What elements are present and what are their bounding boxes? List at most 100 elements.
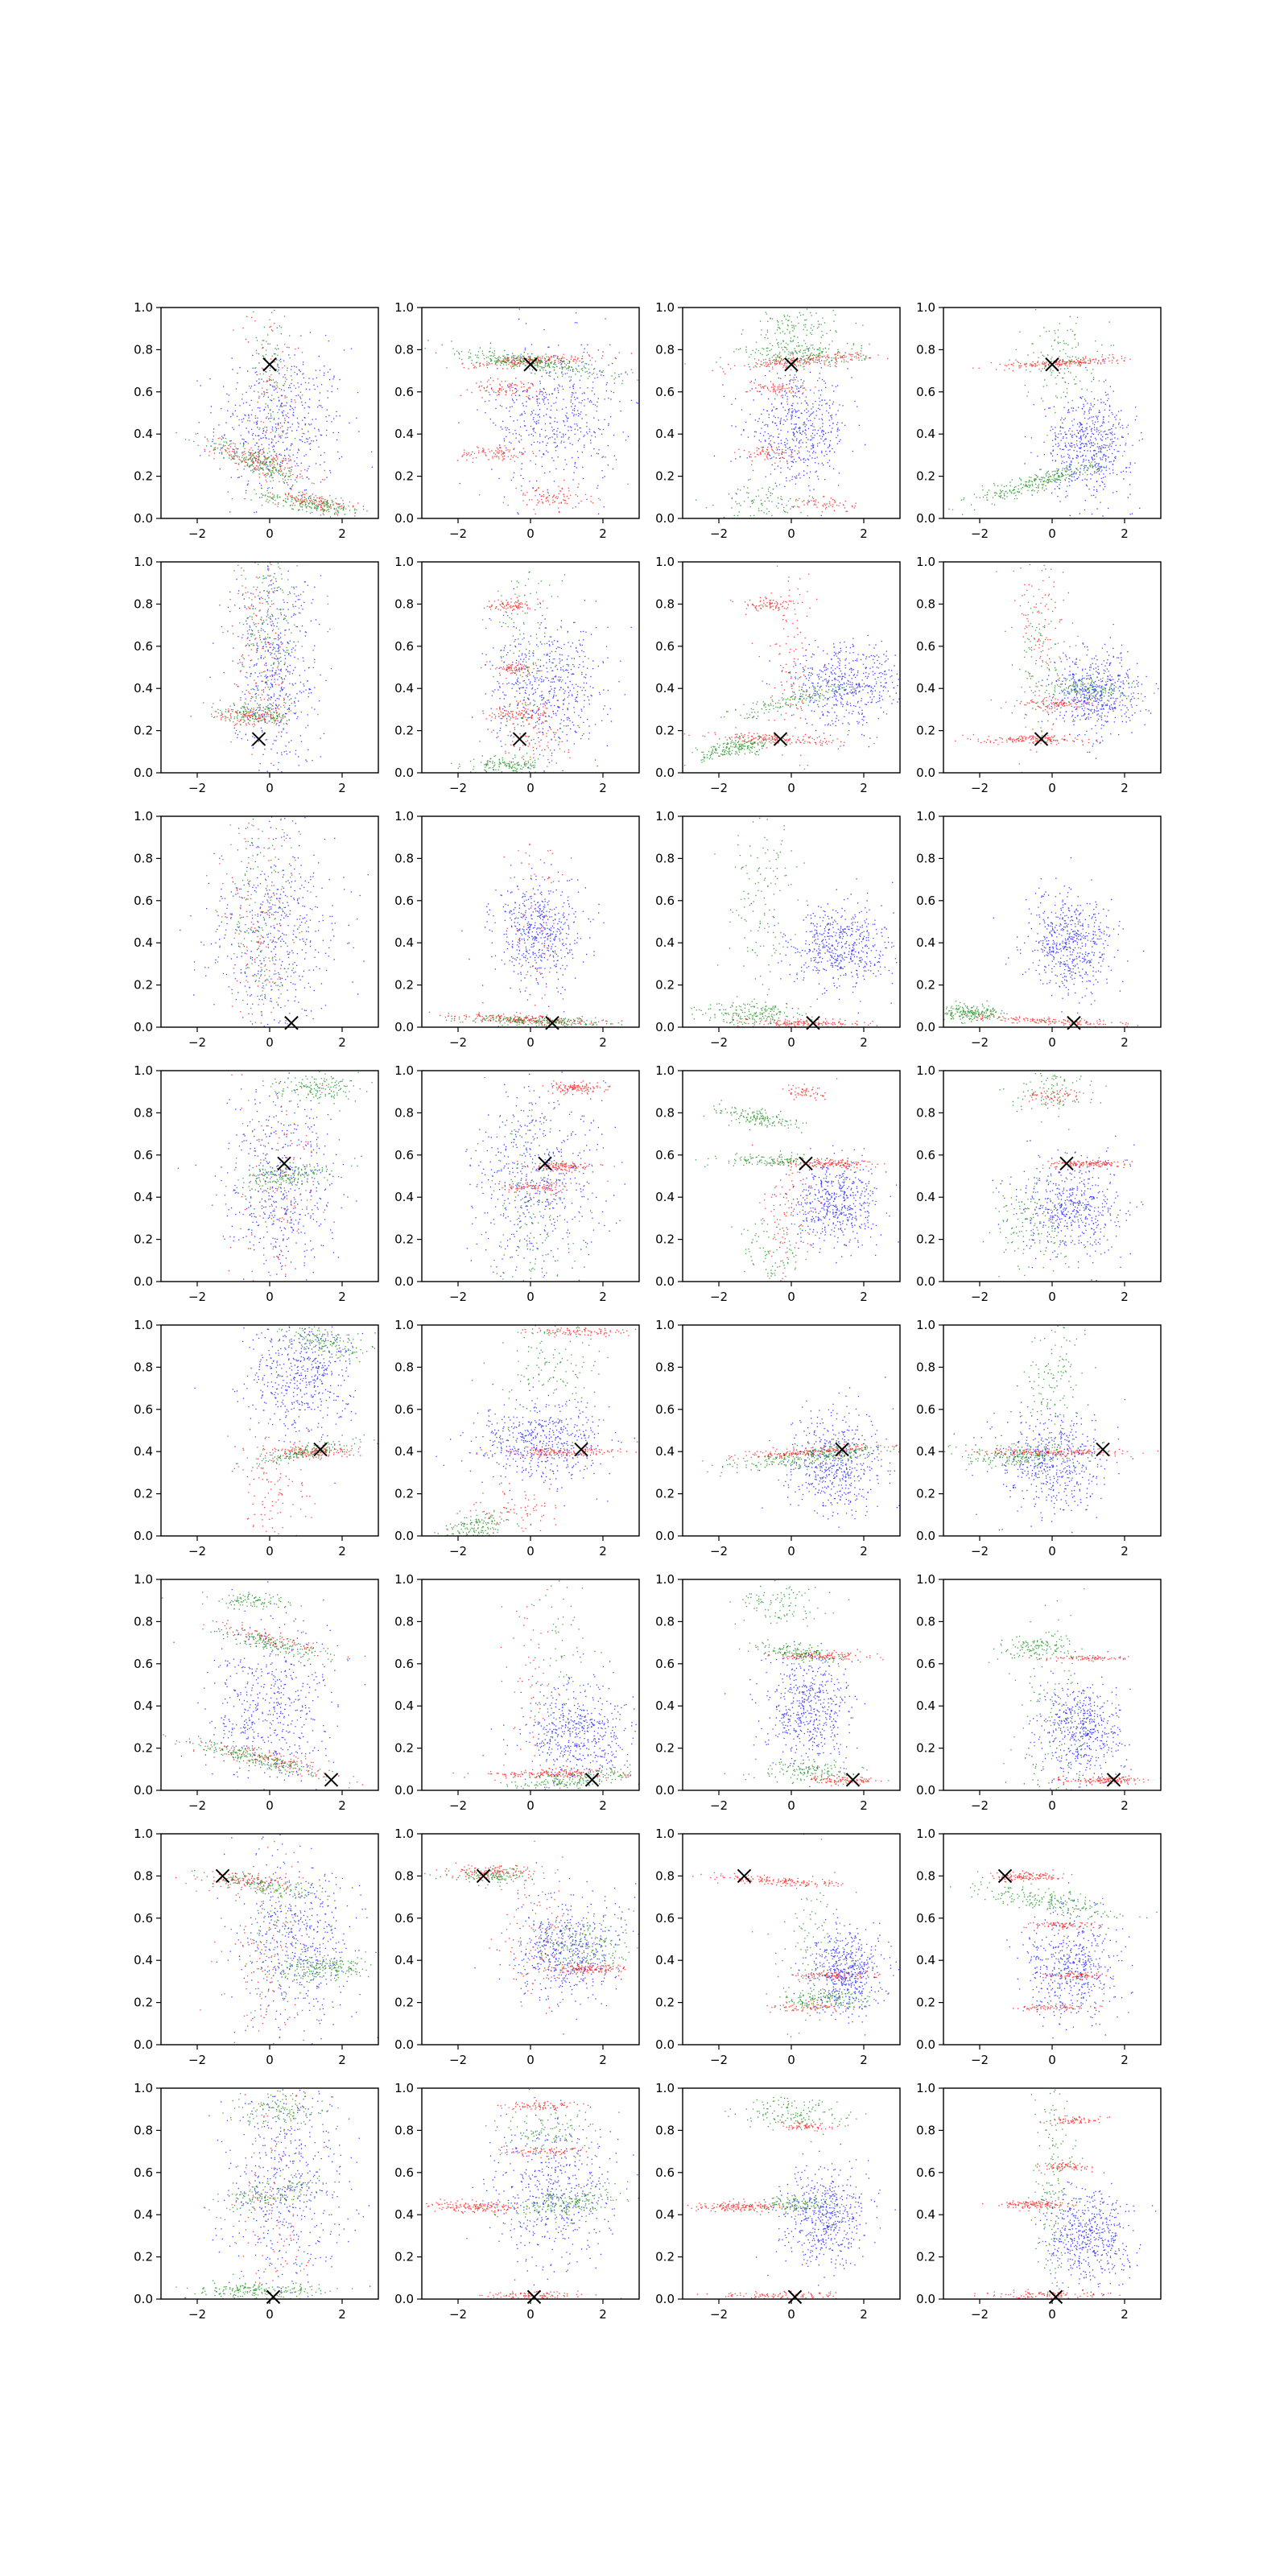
x-tick-label: 0 — [787, 1544, 795, 1558]
x-tick-label: −2 — [188, 1290, 206, 1304]
x-tick-label: −2 — [971, 526, 989, 541]
y-tick-label: 0.0 — [394, 1783, 414, 1798]
x-tick-label: 2 — [860, 781, 868, 795]
y-tick-label: 0.0 — [655, 1529, 675, 1543]
series-green-points — [724, 2096, 867, 2217]
y-tick-label: 0.4 — [916, 935, 935, 950]
series-green-points — [444, 1013, 622, 1027]
y-tick-label: 0.2 — [134, 2250, 153, 2264]
x-tick-label: 2 — [338, 1290, 346, 1304]
y-tick-label: 0.8 — [134, 851, 153, 865]
y-tick-label: 1.0 — [916, 300, 935, 315]
y-tick-label: 0.8 — [394, 1360, 414, 1374]
y-tick-label: 0.6 — [134, 2165, 153, 2180]
y-tick-label: 0.0 — [134, 2037, 153, 2052]
y-tick-label: 0.6 — [655, 1911, 675, 1926]
panel-r2-c1: −2 0 2 0.0 0.2 0.4 0.6 0.8 1.0 — [134, 555, 379, 795]
y-tick-label: 0.8 — [655, 1360, 675, 1374]
y-tick-label: 0.8 — [916, 597, 935, 611]
x-tick-label: −2 — [971, 1290, 989, 1304]
x-tick-label: −2 — [971, 781, 989, 795]
y-tick-label: 1.0 — [134, 1827, 153, 1841]
x-tick-label: 0 — [1048, 1798, 1056, 1813]
x-tick-label: −2 — [710, 526, 728, 541]
y-tick-label: 0.6 — [916, 1148, 935, 1162]
x-tick-label: 2 — [599, 2053, 607, 2067]
y-tick-label: 1.0 — [394, 1318, 414, 1332]
panel-grid: −2 0 2 0.0 0.2 0.4 0.6 0.8 1.0 −2 0 2 0.0 0.2 0.4 0.6 0.… — [134, 300, 1162, 2322]
x-tick-label: 2 — [860, 1798, 868, 1813]
y-tick-label: 0.6 — [916, 385, 935, 399]
y-tick-label: 0.0 — [655, 2292, 675, 2306]
x-tick-label: −2 — [188, 1798, 206, 1813]
y-tick-label: 0.4 — [134, 1953, 153, 1967]
x-tick-label: 2 — [599, 1544, 607, 1558]
y-tick-label: 0.8 — [916, 1868, 935, 1883]
series-blue-points — [774, 1145, 899, 1264]
series-red-points — [965, 1447, 1158, 1458]
panel-r5-c2: −2 0 2 0.0 0.2 0.4 0.6 0.8 1.0 — [394, 1318, 640, 1558]
y-tick-label: 0.6 — [655, 2165, 675, 2180]
y-tick-label: 0.0 — [134, 2292, 153, 2306]
x-tick-label: 2 — [1121, 1035, 1129, 1050]
y-tick-label: 1.0 — [655, 555, 675, 569]
y-tick-label: 0.8 — [134, 342, 153, 357]
y-tick-label: 1.0 — [134, 1318, 153, 1332]
y-tick-label: 0.2 — [134, 1487, 153, 1501]
y-tick-label: 0.2 — [655, 724, 675, 738]
panel-r1-c4: −2 0 2 0.0 0.2 0.4 0.6 0.8 1.0 — [916, 300, 1162, 541]
panel-r6-c2: −2 0 2 0.0 0.2 0.4 0.6 0.8 1.0 — [394, 1572, 640, 1813]
x-marker — [845, 1773, 861, 1787]
panel-r3-c2: −2 0 2 0.0 0.2 0.4 0.6 0.8 1.0 — [394, 809, 640, 1050]
y-tick-label: 0.2 — [916, 469, 935, 484]
x-tick-label: 2 — [1121, 1798, 1129, 1813]
y-tick-label: 0.2 — [134, 1996, 153, 2010]
x-tick-label: 2 — [860, 2307, 868, 2322]
y-tick-label: 0.4 — [655, 681, 675, 696]
x-tick-label: 0 — [526, 1798, 535, 1813]
scatter-points — [428, 843, 622, 1027]
y-tick-label: 0.8 — [134, 597, 153, 611]
y-tick-label: 0.0 — [655, 766, 675, 780]
series-red-points — [426, 2099, 622, 2299]
y-tick-label: 1.0 — [916, 2081, 935, 2095]
x-tick-label: −2 — [449, 1290, 467, 1304]
panel-r7-c1: −2 0 2 0.0 0.2 0.4 0.6 0.8 1.0 — [134, 1827, 379, 2067]
scatter-points — [434, 1325, 638, 1536]
scatter-points — [691, 817, 900, 1027]
y-tick-label: 0.6 — [655, 894, 675, 908]
x-tick-label: −2 — [188, 1035, 206, 1050]
panel-r4-c4: −2 0 2 0.0 0.2 0.4 0.6 0.8 1.0 — [916, 1063, 1162, 1304]
panel-r8-c1: −2 0 2 0.0 0.2 0.4 0.6 0.8 1.0 — [134, 2081, 379, 2322]
panel-r5-c1: −2 0 2 0.0 0.2 0.4 0.6 0.8 1.0 — [134, 1318, 379, 1558]
y-tick-label: 0.2 — [394, 1232, 414, 1247]
x-tick-label: 2 — [860, 2053, 868, 2067]
panel-r5-c4: −2 0 2 0.0 0.2 0.4 0.6 0.8 1.0 — [916, 1318, 1162, 1558]
panel-r4-c1: −2 0 2 0.0 0.2 0.4 0.6 0.8 1.0 — [134, 1063, 379, 1304]
y-tick-label: 1.0 — [655, 300, 675, 315]
x-tick-label: 0 — [266, 1798, 274, 1813]
y-tick-label: 0.6 — [134, 1402, 153, 1417]
y-tick-label: 0.6 — [394, 639, 414, 654]
x-tick-label: 0 — [1048, 1290, 1056, 1304]
x-marker — [512, 732, 527, 746]
x-tick-label: 0 — [266, 781, 274, 795]
y-tick-label: 0.4 — [916, 427, 935, 441]
x-tick-label: 0 — [526, 526, 535, 541]
series-blue-points — [482, 1653, 637, 1790]
y-tick-label: 0.2 — [655, 1996, 675, 2010]
y-tick-label: 0.0 — [134, 1274, 153, 1289]
x-tick-label: 2 — [1121, 526, 1129, 541]
scatter-points — [451, 571, 632, 773]
series-blue-points — [180, 817, 369, 1027]
x-tick-label: 0 — [526, 781, 535, 795]
x-tick-label: 0 — [1048, 781, 1056, 795]
y-tick-label: 0.0 — [134, 766, 153, 780]
panel-r7-c2: −2 0 2 0.0 0.2 0.4 0.6 0.8 1.0 — [394, 1827, 640, 2067]
y-tick-label: 0.4 — [394, 935, 414, 950]
y-tick-label: 0.8 — [655, 1614, 675, 1629]
y-tick-label: 0.2 — [394, 1487, 414, 1501]
x-tick-label: 2 — [860, 526, 868, 541]
panel-r8-c2: −2 0 2 0.0 0.2 0.4 0.6 0.8 1.0 — [394, 2081, 640, 2322]
